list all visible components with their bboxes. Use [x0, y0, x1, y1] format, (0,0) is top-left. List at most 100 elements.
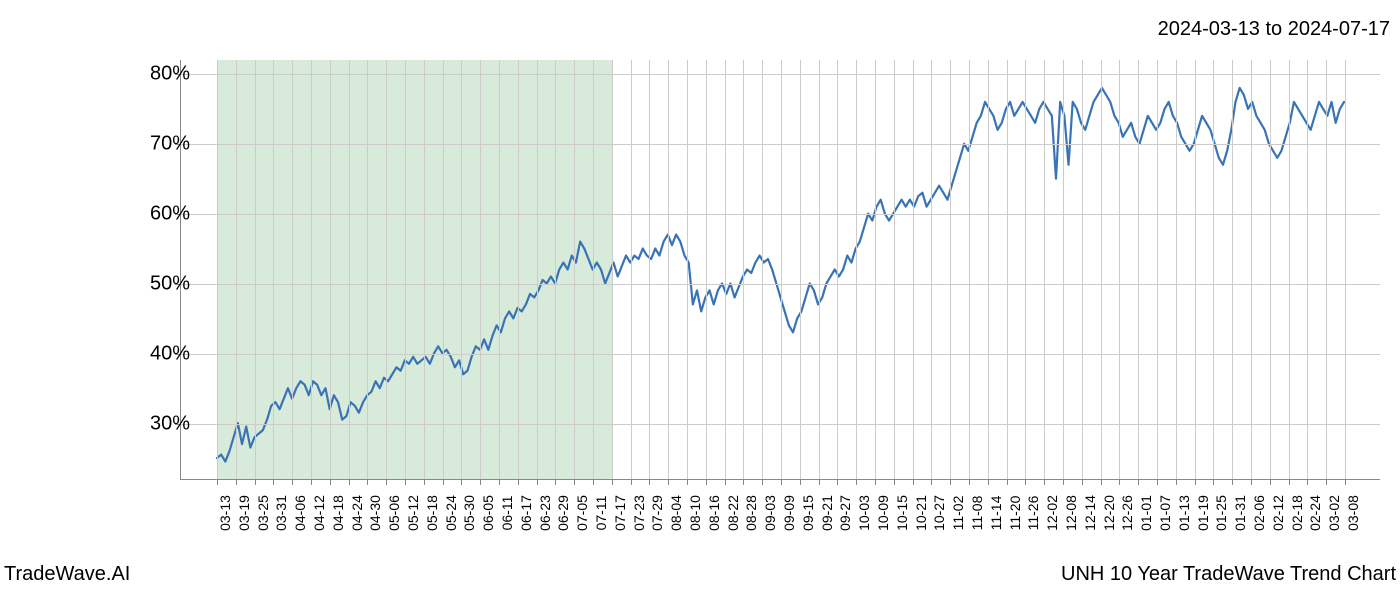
x-tick-label: 03-31 [273, 495, 289, 531]
x-tick-mark [443, 479, 444, 485]
chart-title: UNH 10 Year TradeWave Trend Chart [1061, 563, 1396, 586]
x-tick-mark [762, 479, 763, 485]
x-tick-mark [461, 479, 462, 485]
x-tick-label: 06-23 [537, 495, 553, 531]
grid-line-v [311, 60, 312, 479]
x-tick-mark [969, 479, 970, 485]
y-tick-label: 80% [150, 63, 190, 86]
x-tick-mark [424, 479, 425, 485]
x-tick-mark [1157, 479, 1158, 485]
x-tick-label: 04-24 [349, 495, 365, 531]
grid-line-v [1270, 60, 1271, 479]
grid-line-v [1063, 60, 1064, 479]
grid-line-v [255, 60, 256, 479]
x-tick-mark [781, 479, 782, 485]
grid-line-h [181, 214, 1380, 215]
grid-line-v [1119, 60, 1120, 479]
grid-line-v [386, 60, 387, 479]
x-tick-label: 07-11 [593, 496, 609, 531]
x-tick-mark [1232, 479, 1233, 485]
x-tick-mark [1195, 479, 1196, 485]
x-tick-mark [894, 479, 895, 485]
grid-line-v [330, 60, 331, 479]
grid-line-v [837, 60, 838, 479]
grid-line-h [181, 424, 1380, 425]
x-tick-label: 11-26 [1025, 496, 1041, 531]
x-tick-mark [1119, 479, 1120, 485]
x-tick-mark [612, 479, 613, 485]
x-tick-label: 10-15 [894, 495, 910, 531]
x-tick-mark [913, 479, 914, 485]
grid-line-v [1007, 60, 1008, 479]
x-tick-label: 10-27 [931, 495, 947, 531]
x-tick-mark [1289, 479, 1290, 485]
trend-chart: 03-1303-1903-2503-3104-0604-1204-1804-24… [180, 60, 1380, 480]
date-range-label: 2024-03-13 to 2024-07-17 [1158, 18, 1390, 41]
grid-line-v [894, 60, 895, 479]
x-tick-mark [255, 479, 256, 485]
x-tick-label: 02-24 [1307, 495, 1323, 531]
grid-line-v [781, 60, 782, 479]
x-tick-mark [311, 479, 312, 485]
x-tick-mark [574, 479, 575, 485]
y-tick-label: 40% [150, 343, 190, 366]
x-tick-label: 06-17 [518, 495, 534, 531]
grid-line-v [1176, 60, 1177, 479]
x-tick-mark [950, 479, 951, 485]
x-tick-label: 04-30 [367, 495, 383, 531]
x-tick-mark [1063, 479, 1064, 485]
x-tick-label: 05-06 [386, 495, 402, 531]
grid-line-h [181, 354, 1380, 355]
x-tick-label: 10-09 [875, 495, 891, 531]
grid-line-v [856, 60, 857, 479]
grid-line-v [273, 60, 274, 479]
x-tick-mark [649, 479, 650, 485]
grid-line-v [631, 60, 632, 479]
x-tick-label: 11-08 [969, 496, 985, 531]
grid-line-v [1138, 60, 1139, 479]
x-tick-mark [593, 479, 594, 485]
grid-line-v [1251, 60, 1252, 479]
grid-line-v [292, 60, 293, 479]
x-tick-mark [1007, 479, 1008, 485]
x-tick-label: 02-18 [1289, 495, 1305, 531]
x-tick-label: 07-05 [574, 495, 590, 531]
x-tick-label: 01-25 [1213, 495, 1229, 531]
grid-line-v [800, 60, 801, 479]
x-tick-label: 12-02 [1044, 495, 1060, 531]
x-tick-mark [631, 479, 632, 485]
x-tick-label: 05-30 [461, 495, 477, 531]
grid-line-v [725, 60, 726, 479]
x-tick-label: 05-18 [424, 495, 440, 531]
y-tick-label: 70% [150, 133, 190, 156]
grid-line-v [349, 60, 350, 479]
grid-line-v [236, 60, 237, 479]
x-tick-label: 07-29 [649, 495, 665, 531]
grid-line-v [555, 60, 556, 479]
x-tick-label: 09-15 [800, 495, 816, 531]
x-tick-label: 12-14 [1082, 495, 1098, 531]
x-tick-mark [1138, 479, 1139, 485]
grid-line-v [1082, 60, 1083, 479]
x-tick-label: 08-16 [706, 495, 722, 531]
grid-line-v [687, 60, 688, 479]
grid-line-v [217, 60, 218, 479]
grid-line-v [518, 60, 519, 479]
x-tick-mark [386, 479, 387, 485]
grid-line-v [931, 60, 932, 479]
x-tick-mark [273, 479, 274, 485]
x-tick-mark [988, 479, 989, 485]
grid-line-v [405, 60, 406, 479]
grid-line-v [424, 60, 425, 479]
grid-line-v [1157, 60, 1158, 479]
grid-line-v [1213, 60, 1214, 479]
x-tick-mark [518, 479, 519, 485]
x-tick-mark [706, 479, 707, 485]
x-tick-label: 12-26 [1119, 495, 1135, 531]
x-tick-mark [1251, 479, 1252, 485]
grid-line-v [499, 60, 500, 479]
x-tick-label: 09-03 [762, 495, 778, 531]
x-tick-label: 02-12 [1270, 495, 1286, 531]
x-tick-mark [349, 479, 350, 485]
x-tick-mark [1213, 479, 1214, 485]
